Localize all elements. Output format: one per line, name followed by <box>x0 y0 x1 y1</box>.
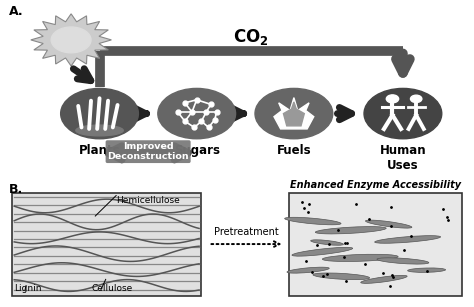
Text: B.: B. <box>9 183 23 196</box>
Text: A.: A. <box>9 5 23 17</box>
Text: Fuels: Fuels <box>276 144 311 157</box>
Text: Pretreatment: Pretreatment <box>214 227 279 237</box>
FancyBboxPatch shape <box>12 193 201 296</box>
Ellipse shape <box>292 247 353 256</box>
Ellipse shape <box>311 240 343 245</box>
Ellipse shape <box>76 125 123 136</box>
Circle shape <box>364 88 442 139</box>
Circle shape <box>255 88 333 139</box>
Ellipse shape <box>361 275 407 283</box>
Text: Enhanced Enzyme Accessibility: Enhanced Enzyme Accessibility <box>290 180 461 190</box>
Polygon shape <box>274 98 314 129</box>
Circle shape <box>410 95 422 103</box>
Text: $\mathbf{CO_2}$: $\mathbf{CO_2}$ <box>234 27 269 47</box>
Ellipse shape <box>408 268 446 272</box>
Text: Lignin: Lignin <box>14 284 41 293</box>
Ellipse shape <box>285 217 341 225</box>
Ellipse shape <box>313 273 370 280</box>
Text: Human
Uses: Human Uses <box>380 144 426 172</box>
Ellipse shape <box>315 227 386 234</box>
Circle shape <box>386 95 399 103</box>
Text: Sugars: Sugars <box>173 144 220 157</box>
Text: Improved
Deconstruction: Improved Deconstruction <box>107 142 189 161</box>
Circle shape <box>61 88 138 139</box>
Ellipse shape <box>377 258 429 264</box>
Circle shape <box>51 27 91 53</box>
Text: Cellulose: Cellulose <box>91 284 133 293</box>
Ellipse shape <box>287 267 329 273</box>
Text: Plants: Plants <box>79 144 120 157</box>
Text: Hemicellulose: Hemicellulose <box>116 196 180 205</box>
FancyBboxPatch shape <box>289 193 462 296</box>
Ellipse shape <box>322 254 398 262</box>
Polygon shape <box>31 14 111 66</box>
Polygon shape <box>283 102 304 126</box>
Ellipse shape <box>365 220 412 228</box>
Ellipse shape <box>375 236 440 243</box>
Circle shape <box>158 88 236 139</box>
